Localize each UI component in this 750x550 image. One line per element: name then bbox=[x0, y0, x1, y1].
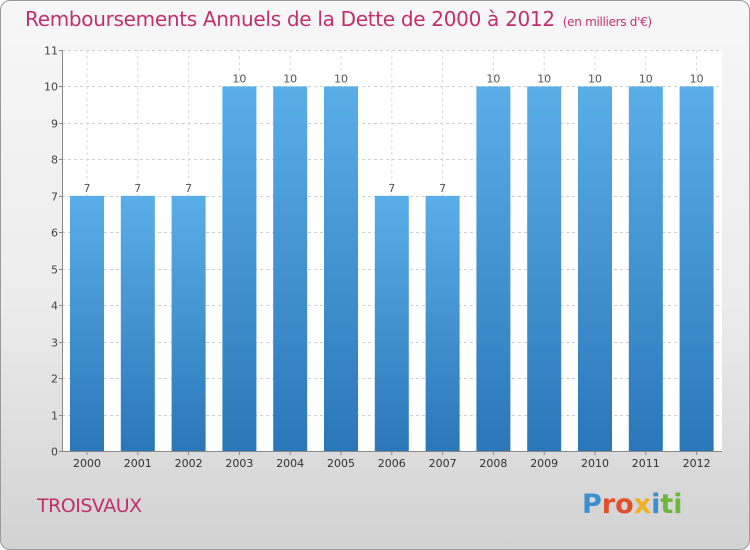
x-tick-label: 2010 bbox=[581, 457, 609, 470]
bar bbox=[527, 86, 562, 452]
x-tick-label: 2003 bbox=[225, 457, 253, 470]
data-label: 7 bbox=[84, 182, 91, 195]
y-tick-label: 9 bbox=[51, 118, 58, 131]
data-label: 7 bbox=[185, 182, 192, 195]
x-tick-label: 2008 bbox=[479, 457, 507, 470]
bar bbox=[324, 86, 358, 452]
chart-subtitle: (en milliers d'€) bbox=[562, 15, 652, 29]
data-label: 10 bbox=[334, 72, 348, 85]
y-tick-label: 0 bbox=[51, 446, 58, 459]
x-tick-label: 2012 bbox=[683, 457, 711, 470]
x-tick-label: 2000 bbox=[73, 457, 101, 470]
x-tick-label: 2004 bbox=[276, 457, 304, 470]
data-label: 7 bbox=[388, 182, 395, 195]
y-tick-label: 2 bbox=[51, 373, 58, 386]
y-tick-label: 3 bbox=[51, 337, 58, 350]
y-tick-label: 4 bbox=[51, 300, 58, 313]
chart-title: Remboursements Annuels de la Dette de 20… bbox=[25, 7, 652, 31]
proxiti-logo[interactable]: Proxiti bbox=[582, 489, 683, 520]
y-tick-label: 8 bbox=[51, 154, 58, 167]
y-tick-label: 6 bbox=[51, 227, 58, 240]
x-tick-label: 2007 bbox=[429, 457, 457, 470]
y-tick-label: 10 bbox=[44, 81, 58, 94]
bar bbox=[628, 86, 663, 452]
data-label: 10 bbox=[690, 72, 704, 85]
data-label: 7 bbox=[134, 182, 141, 195]
x-tick-label: 2002 bbox=[175, 457, 203, 470]
data-label: 10 bbox=[588, 72, 602, 85]
title-text: Remboursements Annuels de la Dette de 20… bbox=[25, 7, 555, 31]
data-label: 10 bbox=[639, 72, 653, 85]
data-label: 7 bbox=[439, 182, 446, 195]
data-label: 10 bbox=[283, 72, 297, 85]
bar bbox=[425, 195, 460, 451]
bar bbox=[222, 86, 257, 452]
bar bbox=[476, 86, 511, 452]
x-tick-label: 2006 bbox=[378, 457, 406, 470]
data-label: 10 bbox=[537, 72, 551, 85]
y-tick-label: 5 bbox=[51, 264, 58, 277]
x-tick-label: 2011 bbox=[632, 457, 660, 470]
data-label: 10 bbox=[232, 72, 246, 85]
bar bbox=[679, 86, 714, 452]
bar bbox=[374, 195, 409, 451]
bar bbox=[70, 195, 104, 451]
y-tick-label: 7 bbox=[51, 191, 58, 204]
x-tick-label: 2001 bbox=[124, 457, 152, 470]
y-tick-label: 11 bbox=[44, 45, 58, 58]
bar bbox=[120, 195, 155, 451]
y-tick-label: 1 bbox=[51, 410, 58, 423]
commune-name: TROISVAUX bbox=[37, 495, 142, 517]
bar bbox=[578, 86, 612, 452]
bar bbox=[171, 195, 206, 451]
x-tick-label: 2005 bbox=[327, 457, 355, 470]
data-label: 10 bbox=[486, 72, 500, 85]
bar bbox=[273, 86, 308, 452]
x-tick-label: 2009 bbox=[530, 457, 558, 470]
